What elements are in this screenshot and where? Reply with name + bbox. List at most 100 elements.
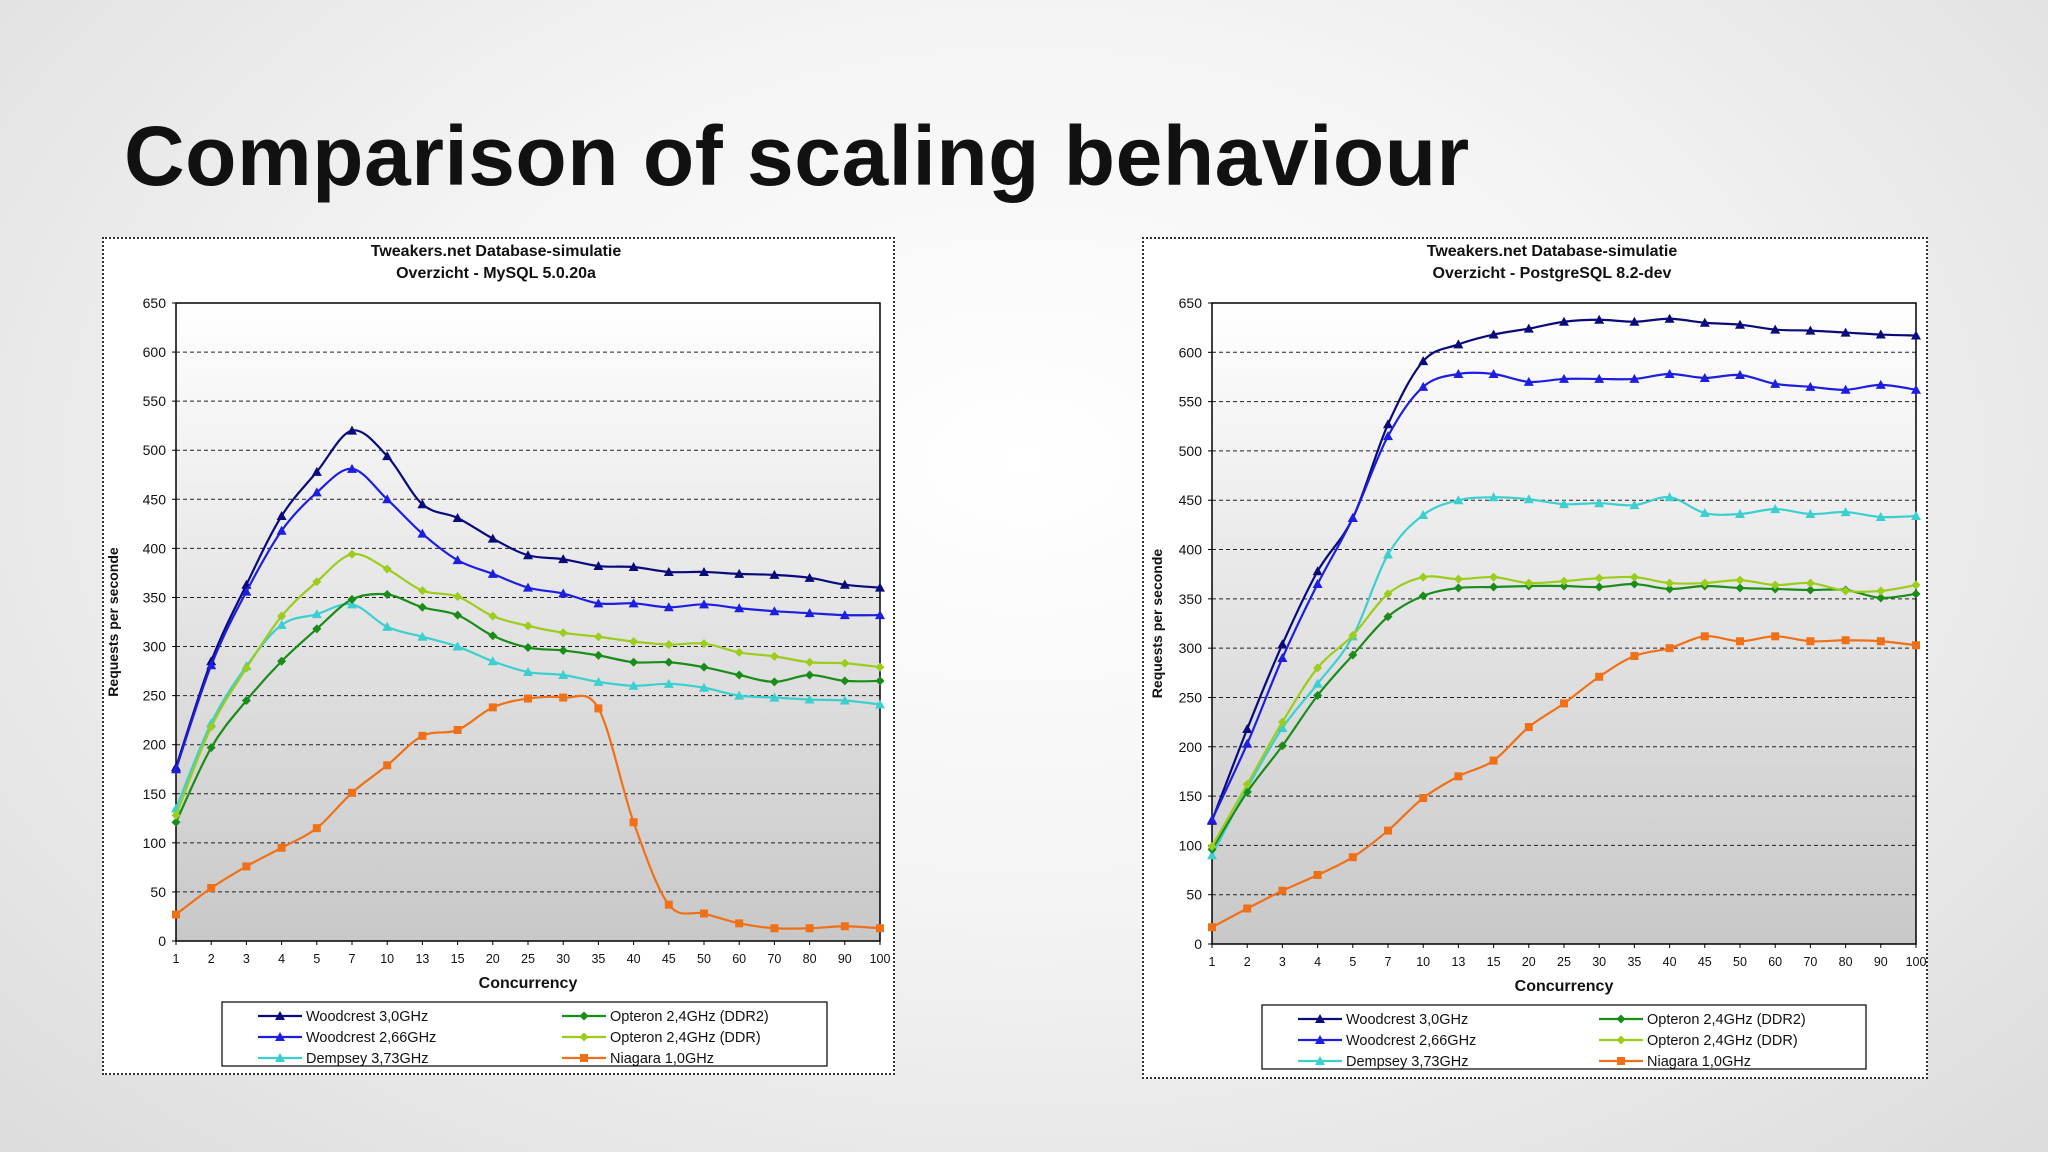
data-point	[1418, 510, 1429, 520]
data-point	[664, 657, 674, 667]
data-point	[1806, 637, 1815, 646]
data-point	[1453, 583, 1463, 593]
y-tick-label: 600	[1179, 344, 1203, 360]
data-point	[1805, 585, 1815, 595]
x-tick-label: 4	[1314, 955, 1321, 969]
data-point	[839, 579, 850, 589]
data-point	[1841, 586, 1851, 596]
y-tick-label: 200	[1179, 739, 1203, 755]
chart-panel-mysql: Tweakers.net Database-simulatie Overzicht…	[102, 237, 895, 1075]
data-point	[1348, 650, 1358, 660]
data-point	[734, 647, 744, 657]
data-point	[382, 564, 392, 574]
data-point	[276, 619, 287, 629]
legend-item: Woodcrest 2,66GHz	[258, 1030, 436, 1046]
legend-label: Woodcrest 2,66GHz	[1346, 1033, 1476, 1049]
x-tick-label: 25	[521, 952, 535, 966]
data-point	[1699, 317, 1710, 327]
data-point	[805, 657, 815, 667]
y-tick-label: 150	[1179, 788, 1203, 804]
y-tick-label: 300	[1179, 640, 1203, 656]
data-point	[1735, 583, 1745, 593]
legend-label: Niagara 1,0GHz	[610, 1051, 714, 1067]
data-point	[1911, 589, 1921, 599]
legend-marker	[1616, 1035, 1626, 1045]
data-point	[1841, 636, 1850, 645]
y-axis-ticks: 0 50 100 150 200 250 300 350 400 450 500 550 600 650	[1179, 295, 1212, 952]
legend-label: Dempsey 3,73GHz	[306, 1051, 429, 1067]
data-point	[1594, 573, 1604, 583]
data-point	[1560, 699, 1568, 708]
data-point	[559, 693, 568, 702]
x-axis-label: Concurrency	[1515, 978, 1614, 995]
data-point	[875, 610, 885, 620]
data-point	[1383, 431, 1393, 441]
chart-panel-postgresql: Tweakers.net Database-simulatie Overzicht…	[1142, 237, 1928, 1079]
data-point	[1595, 672, 1604, 681]
data-point	[206, 660, 217, 670]
data-point	[1312, 579, 1323, 589]
y-tick-label: 350	[143, 589, 167, 605]
data-point	[347, 463, 357, 473]
data-point	[1770, 580, 1780, 590]
x-tick-label: 15	[451, 952, 465, 966]
data-point	[1594, 498, 1605, 508]
x-tick-label: 13	[415, 952, 429, 966]
legend-marker	[579, 1011, 589, 1021]
legend-box	[1261, 1004, 1867, 1070]
legend-marker	[1315, 1056, 1325, 1065]
x-tick-label: 3	[243, 952, 250, 966]
data-point	[1665, 584, 1675, 594]
legend-label: Woodcrest 3,0GHz	[306, 1009, 428, 1025]
data-point	[277, 611, 287, 621]
data-point	[171, 817, 181, 827]
chart-title: Tweakers.net Database-simulatie	[1427, 243, 1678, 260]
data-point	[1630, 652, 1639, 661]
data-point	[1840, 384, 1851, 394]
x-tick-label: 2	[1244, 955, 1251, 969]
chart-mysql: Tweakers.net Database-simulatie Overzicht…	[105, 243, 891, 1067]
data-point	[1665, 578, 1675, 588]
series-niagara-1-0ghz	[172, 693, 884, 933]
x-tick-label: 100	[870, 952, 891, 966]
legend-label: Opteron 2,4GHz (DDR)	[610, 1030, 761, 1046]
data-point	[1594, 314, 1605, 324]
data-point	[242, 862, 251, 871]
data-point	[417, 586, 427, 596]
data-point	[1453, 369, 1464, 379]
legend-marker	[275, 1011, 285, 1020]
data-point	[1699, 372, 1710, 382]
data-point	[487, 568, 498, 578]
legend-label: Opteron 2,4GHz (DDR)	[1647, 1033, 1798, 1049]
y-tick-label: 50	[150, 884, 166, 900]
data-point	[558, 670, 569, 680]
data-point	[734, 603, 745, 613]
legend-box	[221, 1001, 828, 1067]
data-point	[1911, 511, 1921, 521]
data-point	[452, 555, 463, 565]
data-point	[1277, 741, 1287, 751]
series-line	[175, 694, 881, 930]
y-tick-label: 100	[143, 835, 167, 851]
data-point	[1875, 511, 1886, 521]
data-point	[664, 900, 673, 909]
data-point	[1664, 369, 1675, 379]
data-point	[383, 761, 392, 770]
data-point	[1664, 313, 1675, 323]
data-point	[1383, 549, 1393, 559]
data-point	[1489, 572, 1499, 582]
data-point	[487, 533, 498, 543]
legend-marker	[579, 1032, 589, 1042]
legend-marker	[580, 1054, 588, 1062]
data-point	[418, 731, 427, 740]
x-tick-label: 15	[1487, 955, 1501, 969]
y-tick-label: 550	[1179, 394, 1203, 410]
data-point	[593, 598, 604, 608]
data-point	[382, 590, 392, 600]
y-tick-label: 650	[1179, 295, 1203, 311]
x-tick-label: 50	[1733, 955, 1747, 969]
data-point	[312, 624, 322, 634]
data-point	[1453, 339, 1464, 349]
data-point	[699, 682, 709, 692]
y-axis-label: Requests per seconde	[105, 547, 121, 697]
